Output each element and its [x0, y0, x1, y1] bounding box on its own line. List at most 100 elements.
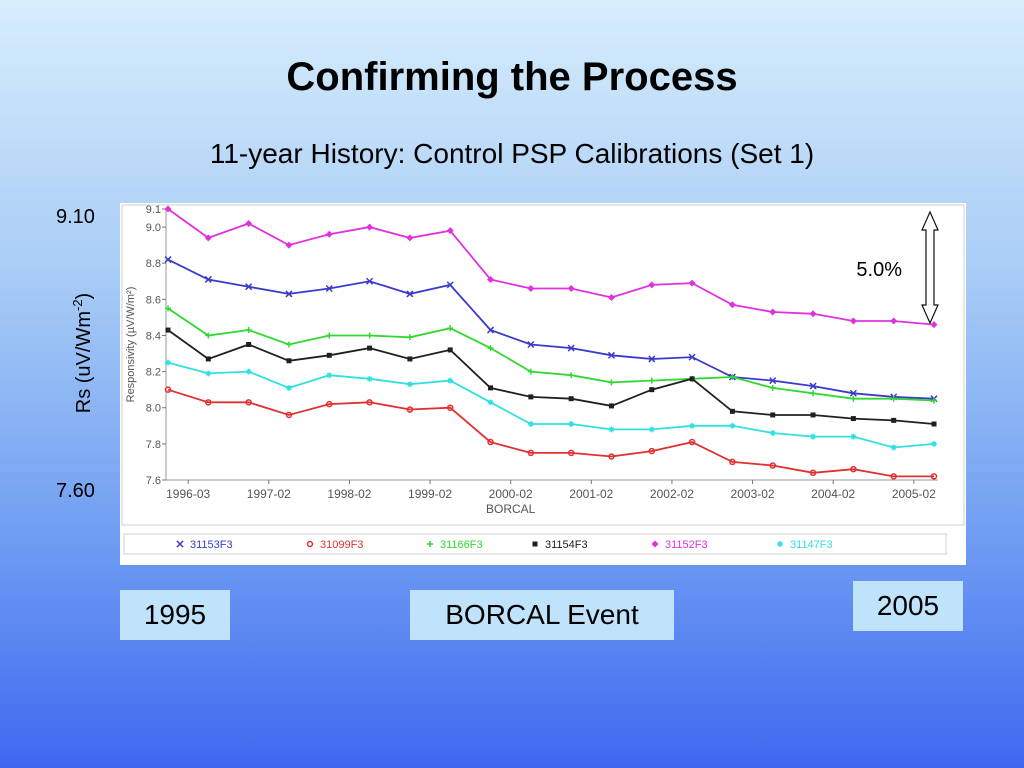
data-point-31147F3	[447, 377, 454, 384]
data-point-31147F3	[245, 368, 252, 375]
data-point-31154F3	[165, 327, 171, 333]
x-tick-label: 2005-02	[892, 487, 936, 501]
data-point-31099F3	[245, 399, 252, 406]
data-point-31099F3	[688, 438, 696, 446]
y-axis-units-label: Rs (uV/Wm-2)	[70, 293, 96, 413]
data-point-31099F3	[648, 447, 656, 455]
data-point-31166F3	[527, 368, 534, 375]
data-point-31152F3	[446, 227, 454, 235]
data-point-31154F3	[608, 403, 614, 409]
data-point-31153F3	[164, 256, 172, 264]
data-point-31152F3	[204, 234, 212, 242]
year-2005-tag: 2005	[853, 581, 963, 631]
data-point-31153F3	[406, 290, 414, 298]
data-point-31099F3	[930, 473, 938, 480]
data-point-31147F3	[850, 433, 857, 440]
data-point-31152F3	[688, 279, 696, 287]
data-point-31147F3	[366, 375, 373, 382]
series-line-31166F3	[167, 307, 935, 402]
x-tick-label: 2004-02	[811, 487, 855, 501]
data-point-31166F3	[608, 379, 615, 386]
data-point-31147F3	[608, 426, 615, 433]
y-tick-label: 8.8	[146, 258, 161, 270]
data-point-31147F3	[648, 426, 655, 433]
data-point-31152F3	[567, 284, 575, 292]
data-point-31152F3	[527, 284, 535, 292]
data-point-31152F3	[849, 317, 857, 325]
data-point-31166F3	[568, 372, 575, 379]
data-point-31166F3	[285, 341, 292, 348]
data-point-31154F3	[568, 396, 574, 402]
data-point-31099F3	[487, 438, 494, 446]
data-point-31147F3	[729, 422, 736, 429]
x-tick-label: 1999-02	[408, 487, 452, 501]
data-point-31099F3	[567, 449, 575, 457]
series-line-31153F3	[167, 258, 935, 400]
data-point-31099F3	[285, 411, 293, 419]
data-point-31154F3	[770, 412, 776, 418]
data-point-31153F3	[204, 275, 212, 283]
data-point-31099F3	[406, 406, 414, 413]
data-point-31166F3	[890, 395, 897, 402]
plot-frame	[121, 204, 965, 526]
data-point-31099F3	[608, 453, 615, 460]
data-point-31153F3	[567, 344, 575, 352]
data-point-31166F3	[326, 332, 333, 339]
data-point-31154F3	[286, 358, 292, 364]
data-point-31152F3	[164, 205, 172, 213]
data-point-31099F3	[890, 473, 897, 480]
data-point-31147F3	[890, 444, 897, 451]
y-axis-units-exponent: -2	[70, 299, 86, 312]
data-point-31152F3	[607, 294, 615, 302]
data-point-31099F3	[205, 399, 212, 406]
data-point-31147F3	[810, 433, 817, 440]
y-min-label: 7.60	[56, 480, 95, 502]
data-point-31153F3	[648, 355, 656, 363]
data-point-31154F3	[407, 356, 413, 362]
data-point-31099F3	[527, 449, 535, 457]
data-point-31166F3	[769, 384, 776, 391]
data-point-31153F3	[688, 353, 696, 361]
data-point-31153F3	[446, 281, 454, 289]
borcal-event-tag: BORCAL Event	[410, 590, 674, 640]
y-tick-label: 7.6	[146, 475, 161, 487]
x-tick-label: 1997-02	[247, 487, 291, 501]
data-point-31152F3	[245, 219, 253, 227]
data-point-31166F3	[850, 395, 857, 402]
data-point-31147F3	[165, 359, 171, 366]
data-point-31147F3	[568, 420, 575, 427]
data-point-31154F3	[649, 387, 655, 393]
data-point-31153F3	[809, 382, 817, 390]
data-point-31154F3	[246, 342, 252, 347]
year-1995-tag: 1995	[120, 590, 230, 640]
data-point-31154F3	[729, 408, 735, 414]
data-point-31153F3	[849, 389, 857, 397]
data-point-31152F3	[930, 321, 938, 329]
legend-label-31166F3: 31166F3	[440, 539, 483, 551]
range-double-arrow	[921, 210, 939, 325]
data-point-31099F3	[326, 400, 333, 408]
data-point-31153F3	[366, 277, 374, 285]
data-point-31166F3	[366, 332, 373, 339]
series-line-31152F3	[167, 208, 935, 326]
data-point-31153F3	[285, 290, 293, 298]
data-point-31154F3	[689, 376, 695, 382]
data-point-31166F3	[165, 305, 171, 312]
slide-title: Confirming the Process	[286, 55, 738, 99]
data-point-31152F3	[366, 223, 374, 231]
series-line-31147F3	[167, 361, 935, 449]
data-point-31099F3	[809, 469, 817, 477]
data-point-31152F3	[406, 234, 414, 242]
data-point-31147F3	[689, 422, 696, 429]
data-point-31147F3	[326, 372, 333, 379]
data-point-31154F3	[205, 356, 211, 362]
legend-marker-31147F3	[777, 541, 783, 547]
legend-marker-31152F3	[651, 540, 659, 548]
data-point-31152F3	[487, 275, 495, 283]
data-point-31153F3	[486, 326, 495, 334]
data-point-31166F3	[729, 374, 736, 381]
data-point-31154F3	[367, 345, 373, 351]
y-axis-units-text: Rs (uV/Wm	[72, 311, 95, 414]
y-tick-label: 7.8	[146, 439, 161, 451]
data-point-31147F3	[285, 384, 292, 391]
